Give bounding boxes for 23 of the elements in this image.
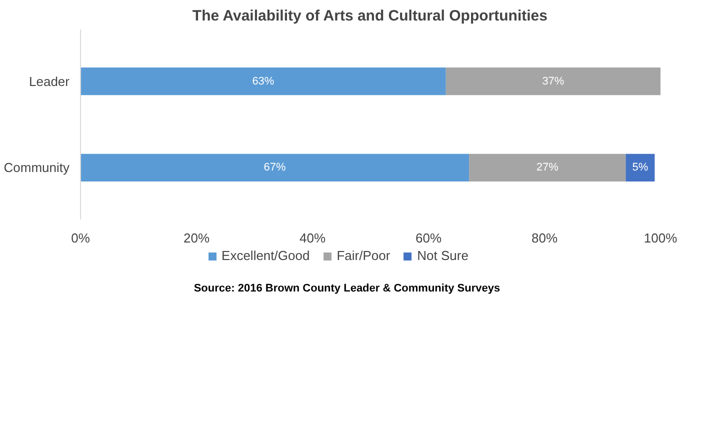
- x-tick-label: 100%: [644, 230, 678, 246]
- data-label: 5%: [632, 162, 648, 174]
- data-label: 27%: [536, 162, 559, 174]
- data-label: 63%: [252, 75, 274, 88]
- legend-label: Excellent/Good: [222, 248, 310, 263]
- y-tick-label: Leader: [29, 74, 70, 89]
- bar: [469, 154, 626, 182]
- legend-label: Fair/Poor: [336, 248, 390, 263]
- source-note: Source: 2016 Brown County Leader & Community Surveys: [194, 282, 500, 294]
- y-tick-label: Community: [4, 160, 70, 176]
- x-tick-label: 40%: [299, 230, 326, 246]
- x-tick-label: 60%: [415, 230, 442, 246]
- bar: [446, 68, 660, 96]
- bar: [80, 68, 446, 96]
- legend-label: Not Sure: [417, 248, 468, 263]
- chart-title: The Availability of Arts and Cultural Opportunities: [192, 8, 548, 24]
- data-label: 67%: [264, 162, 286, 174]
- x-tick-label: 20%: [183, 230, 210, 246]
- bar: [626, 154, 655, 182]
- x-tick-label: 0%: [71, 230, 90, 246]
- bar: [80, 154, 470, 182]
- data-label: 37%: [542, 75, 564, 88]
- x-tick-label: 80%: [531, 230, 558, 246]
